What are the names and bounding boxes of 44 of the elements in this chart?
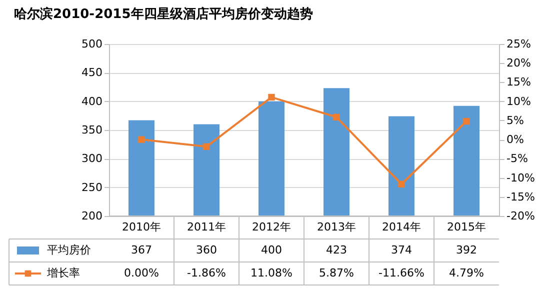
data-label: 11.08%	[250, 266, 292, 280]
data-label: 5.87%	[319, 266, 354, 280]
chart-title: 哈尔滨2010-2015年四星级酒店平均房价变动趋势	[14, 6, 313, 22]
x-tick-label: 2012年	[252, 220, 291, 234]
y-tick-label: 250	[82, 180, 102, 194]
point	[203, 143, 210, 150]
y-tick-label: 200	[82, 210, 102, 222]
point	[398, 180, 405, 188]
y2-tick-label: -5%	[506, 152, 528, 166]
x-tick-label: 2011年	[187, 220, 226, 234]
legend-label: 增长率	[46, 266, 80, 280]
y2-tick-label: -20%	[506, 210, 535, 222]
y2-tick-label: 15%	[506, 76, 531, 89]
point	[463, 118, 470, 125]
x-tick-label: 2010年	[122, 220, 161, 234]
y2-tick-label: 10%	[506, 94, 531, 108]
data-label: 374	[391, 244, 412, 256]
data-label: -11.66%	[378, 266, 424, 280]
y2-tick-label: 20%	[506, 56, 531, 70]
y-tick-label: 300	[82, 152, 102, 166]
data-label: 423	[326, 244, 347, 256]
x-tick-label: 2014年	[382, 220, 421, 234]
point	[333, 114, 340, 120]
data-label: 400	[261, 244, 282, 256]
point	[268, 94, 275, 101]
y2-tick-label: 5%	[506, 114, 524, 127]
data-label: 392	[456, 244, 477, 256]
y-tick-label: 450	[82, 66, 102, 80]
y2-tick-label: -15%	[506, 190, 535, 204]
x-tick-label: 2015年	[447, 220, 486, 234]
legend-label: 平均房价	[47, 244, 91, 256]
y2-tick-label: 25%	[506, 38, 531, 50]
data-label: -1.86%	[187, 266, 226, 280]
data-label: 4.79%	[449, 266, 484, 280]
y-tick-label: 350	[82, 124, 102, 136]
y-tick-label: 500	[82, 38, 102, 50]
data-label: 0.00%	[124, 266, 159, 280]
point	[138, 136, 145, 143]
x-tick-label: 2013年	[317, 220, 356, 234]
y2-tick-label: -10%	[506, 171, 535, 184]
y2-tick-label: 0%	[506, 133, 524, 146]
y-tick-label: 400	[82, 94, 102, 108]
data-label: 360	[196, 244, 217, 256]
data-label: 367	[131, 244, 152, 256]
